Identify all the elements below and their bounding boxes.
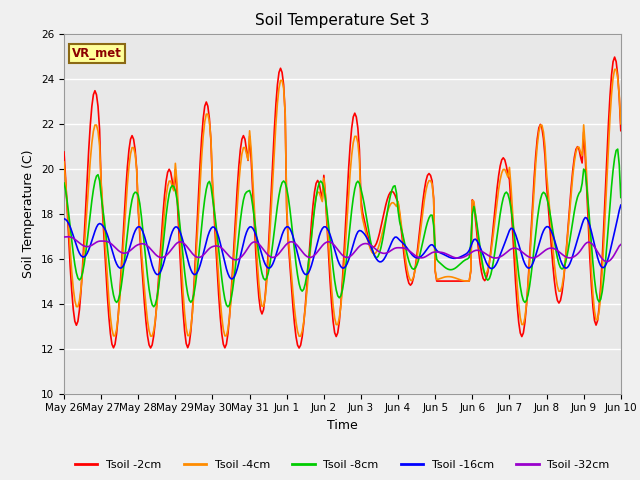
Text: VR_met: VR_met bbox=[72, 47, 122, 60]
Y-axis label: Soil Temperature (C): Soil Temperature (C) bbox=[22, 149, 35, 278]
Title: Soil Temperature Set 3: Soil Temperature Set 3 bbox=[255, 13, 429, 28]
Legend: Tsoil -2cm, Tsoil -4cm, Tsoil -8cm, Tsoil -16cm, Tsoil -32cm: Tsoil -2cm, Tsoil -4cm, Tsoil -8cm, Tsoi… bbox=[70, 456, 614, 474]
X-axis label: Time: Time bbox=[327, 419, 358, 432]
